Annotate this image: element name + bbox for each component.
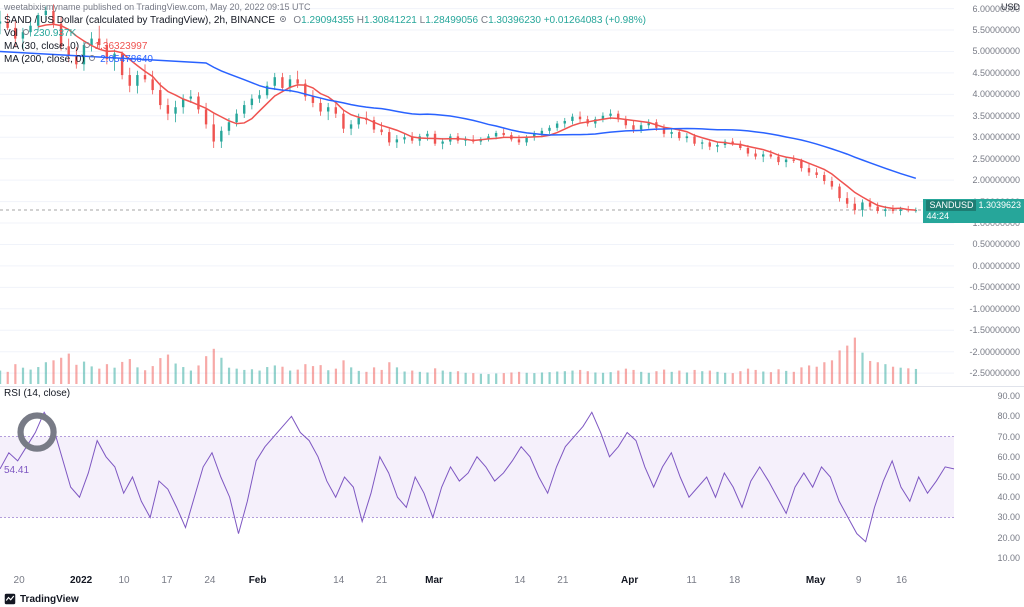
publish-site: published on TradingView.com [83,2,205,12]
x-tick: 9 [856,575,862,586]
x-tick: Apr [621,575,638,586]
open-val: 1.29094355 [301,15,354,26]
rsi-y-tick: 60.00 [997,452,1020,462]
tradingview-logo-icon [4,593,16,605]
x-tick: 11 [686,575,696,586]
x-tick: 16 [896,575,907,586]
price-y-axis[interactable]: USD 6.000000005.500000005.000000004.5000… [954,0,1024,386]
exchange: BINANCE [231,15,275,26]
x-tick: 20 [14,575,25,586]
rsi-chart[interactable] [0,386,1024,566]
y-tick: 0.50000000 [972,239,1020,249]
x-tick: 21 [557,575,568,586]
ma30-label: MA (30, close, 0) [4,41,79,52]
ma30-val: 1.36323997 [95,41,148,52]
symbol-info: SAND / US Dollar (calculated by TradingV… [4,14,646,66]
chart-container: weetabixismyname published on TradingVie… [0,0,1024,607]
rsi-y-tick: 20.00 [997,533,1020,543]
ma200-label: MA (200, close, 0) [4,54,85,65]
x-tick: 21 [376,575,387,586]
gear-icon[interactable] [82,40,92,50]
rsi-y-tick: 80.00 [997,411,1020,421]
change-val: +0.01264083 [544,15,603,26]
gear-icon[interactable] [87,53,97,63]
rsi-y-tick: 10.00 [997,553,1020,563]
last-price-tag: SANDUSD1.3039623 44:24 [923,199,1024,223]
y-tick: -1.00000000 [969,304,1020,314]
y-tick: -2.50000000 [969,368,1020,378]
rsi-info: RSI (14, close) 54.41 [4,388,70,476]
gear-icon[interactable] [4,399,70,465]
y-tick: -2.00000000 [969,347,1020,357]
change-pct: (+0.98%) [605,15,646,26]
rsi-y-tick: 30.00 [997,512,1020,522]
publisher-name: weetabixismyname [4,2,81,12]
volume-val: 230.937K [33,28,76,39]
x-tick: 10 [118,575,129,586]
ma200-val: 2.05478640 [100,54,153,65]
high-val: 1.30841221 [364,15,417,26]
y-tick: 5.00000000 [972,46,1020,56]
gear-icon[interactable] [21,27,31,37]
gear-icon[interactable] [278,14,288,24]
x-tick: 14 [333,575,344,586]
x-tick: Mar [425,575,443,586]
publish-header: weetabixismyname published on TradingVie… [4,2,311,12]
volume-label: Vol [4,28,18,39]
time-axis[interactable]: 20 2022 10 17 24 Feb 14 21 Mar 14 21 Apr 11 18 May 9 16 [0,570,954,586]
rsi-y-tick: 50.00 [997,472,1020,482]
x-tick: Feb [249,575,267,586]
x-tick: 24 [204,575,215,586]
branding-footer[interactable]: TradingView [4,593,79,605]
x-tick: 18 [729,575,740,586]
y-tick: -1.50000000 [969,325,1020,335]
rsi-y-axis[interactable]: 90.00 80.00 70.00 60.00 50.00 40.00 30.00 20.00… [954,386,1024,586]
x-tick: 2022 [70,575,92,586]
x-tick: 17 [161,575,172,586]
y-tick: 3.50000000 [972,111,1020,121]
y-tick: 4.50000000 [972,68,1020,78]
publish-time: May 20, 2022 09:15 UTC [210,2,311,12]
y-tick: 3.00000000 [972,132,1020,142]
close-val: 1.30396230 [488,15,541,26]
y-tick: -0.50000000 [969,282,1020,292]
y-tick: 4.00000000 [972,89,1020,99]
interval[interactable]: 2h [214,15,225,26]
low-val: 1.28499056 [425,15,478,26]
rsi-pane[interactable]: 90.00 80.00 70.00 60.00 50.00 40.00 30.00 20.00… [0,386,1024,586]
rsi-y-tick: 40.00 [997,492,1020,502]
countdown: 44:24 [926,211,949,221]
y-tick: 2.50000000 [972,154,1020,164]
x-tick: May [806,575,825,586]
rsi-val: 54.41 [4,465,29,476]
y-tick: 0.00000000 [972,261,1020,271]
y-tick: 2.00000000 [972,175,1020,185]
x-tick: 14 [514,575,525,586]
pair-name[interactable]: SAND / US Dollar (calculated by TradingV… [4,15,208,26]
y-tick: 6.00000000 [972,4,1020,14]
rsi-y-tick: 70.00 [997,432,1020,442]
rsi-y-tick: 90.00 [997,391,1020,401]
y-tick: 5.50000000 [972,25,1020,35]
